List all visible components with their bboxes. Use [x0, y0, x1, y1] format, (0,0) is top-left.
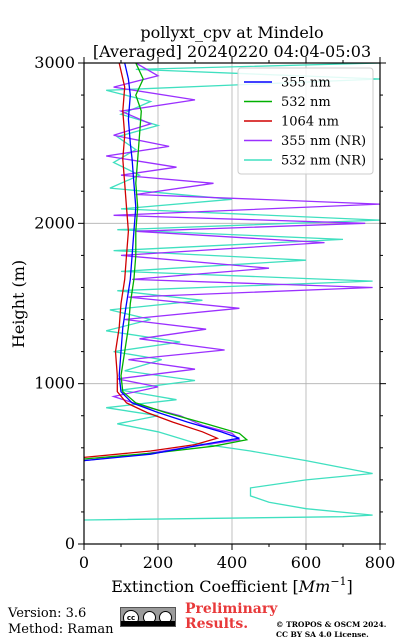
series-line-1 — [84, 63, 249, 460]
copyright-line-1: © TROPOS & OSCM 2024. — [276, 620, 387, 629]
ticks: 0 200 400 600 800 0 1000 2000 3000 — [34, 53, 395, 572]
series-line-4 — [84, 63, 380, 521]
x-tick-label: 800 — [365, 553, 396, 572]
legend-label: 355 nm — [281, 76, 331, 91]
x-tick-label: 400 — [217, 553, 248, 572]
y-tick-label: 0 — [65, 534, 75, 553]
chart-subtitle: [Averaged] 20240220 04:04-05:03 — [93, 42, 371, 61]
chart: pollyxt_cpv at Mindelo [Averaged] 202402… — [9, 23, 395, 596]
x-axis-label: Extinction Coefficient [Mm−1] — [111, 575, 353, 596]
legend-label: 532 nm (NR) — [281, 154, 366, 169]
legend: 355 nm 532 nm 1064 nm 355 nm (NR) 532 nm (NR… — [237, 67, 374, 175]
legend-label: 355 nm (NR) — [281, 134, 366, 149]
x-tick-label: 200 — [143, 553, 174, 572]
cc-license-badge: cc — [120, 607, 176, 627]
series-line-0 — [84, 63, 240, 462]
x-tick-label: 600 — [291, 553, 322, 572]
preliminary-line-2: Results. — [185, 616, 249, 632]
legend-label: 1064 nm — [281, 115, 339, 130]
x-tick-label: 0 — [79, 553, 89, 572]
legend-box — [237, 67, 374, 175]
copyright-line-2: CC BY SA 4.0 License. — [276, 630, 369, 639]
series-line-2 — [84, 63, 220, 459]
preliminary-line-1: Preliminary — [185, 601, 278, 617]
chart-title: pollyxt_cpv at Mindelo — [140, 23, 323, 42]
copyright-note: © TROPOS & OSCM 2024. CC BY SA 4.0 Licen… — [276, 620, 386, 640]
series-layer — [84, 63, 380, 521]
y-tick-label: 1000 — [34, 374, 75, 393]
y-tick-label: 2000 — [34, 213, 75, 232]
legend-label: 532 nm — [281, 95, 331, 110]
version-text: Version: 3.6 — [8, 606, 87, 621]
version-info: Version: 3.6 Method: Raman — [8, 606, 114, 638]
preliminary-note: Preliminary Results. — [185, 602, 277, 632]
y-axis-label: Height (m) — [9, 260, 28, 348]
badge-strip — [121, 621, 175, 626]
y-tick-label: 3000 — [34, 53, 75, 72]
method-text: Method: Raman — [8, 622, 114, 637]
